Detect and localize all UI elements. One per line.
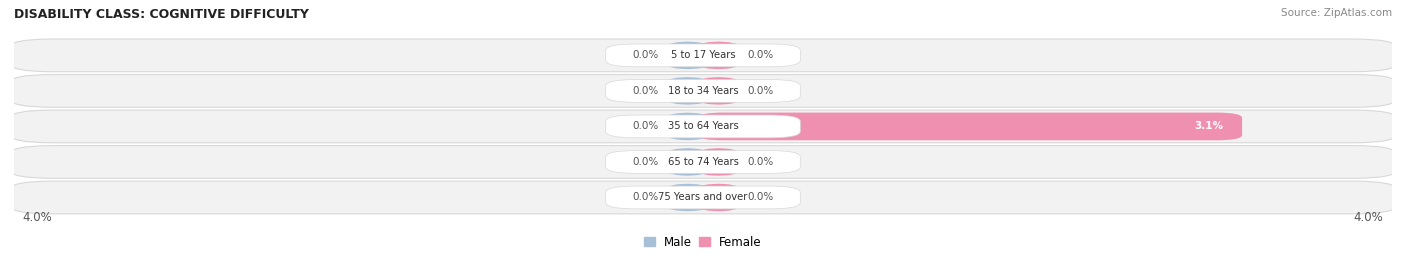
Text: DISABILITY CLASS: COGNITIVE DIFFICULTY: DISABILITY CLASS: COGNITIVE DIFFICULTY (14, 8, 309, 21)
FancyBboxPatch shape (606, 80, 800, 102)
Text: 4.0%: 4.0% (1354, 211, 1384, 224)
Text: Source: ZipAtlas.com: Source: ZipAtlas.com (1281, 8, 1392, 18)
Text: 0.0%: 0.0% (631, 86, 658, 96)
FancyBboxPatch shape (666, 184, 709, 211)
FancyBboxPatch shape (697, 77, 740, 105)
FancyBboxPatch shape (10, 181, 1396, 214)
Text: 4.0%: 4.0% (22, 211, 52, 224)
FancyBboxPatch shape (697, 112, 1241, 140)
FancyBboxPatch shape (666, 77, 709, 105)
Text: 3.1%: 3.1% (1194, 121, 1223, 132)
Text: 0.0%: 0.0% (748, 86, 775, 96)
FancyBboxPatch shape (10, 39, 1396, 72)
FancyBboxPatch shape (606, 44, 800, 67)
FancyBboxPatch shape (10, 146, 1396, 178)
Text: 0.0%: 0.0% (631, 50, 658, 60)
FancyBboxPatch shape (666, 41, 709, 69)
Legend: Male, Female: Male, Female (644, 236, 762, 249)
FancyBboxPatch shape (606, 186, 800, 209)
FancyBboxPatch shape (666, 112, 709, 140)
Text: 75 Years and over: 75 Years and over (658, 193, 748, 203)
FancyBboxPatch shape (666, 148, 709, 176)
Text: 0.0%: 0.0% (748, 157, 775, 167)
FancyBboxPatch shape (606, 151, 800, 173)
FancyBboxPatch shape (697, 148, 740, 176)
Text: 0.0%: 0.0% (631, 193, 658, 203)
Text: 0.0%: 0.0% (748, 50, 775, 60)
FancyBboxPatch shape (10, 110, 1396, 143)
Text: 0.0%: 0.0% (631, 157, 658, 167)
Text: 0.0%: 0.0% (748, 193, 775, 203)
Text: 65 to 74 Years: 65 to 74 Years (668, 157, 738, 167)
FancyBboxPatch shape (697, 41, 740, 69)
Text: 35 to 64 Years: 35 to 64 Years (668, 121, 738, 132)
FancyBboxPatch shape (697, 184, 740, 211)
Text: 5 to 17 Years: 5 to 17 Years (671, 50, 735, 60)
Text: 18 to 34 Years: 18 to 34 Years (668, 86, 738, 96)
FancyBboxPatch shape (10, 75, 1396, 107)
Text: 0.0%: 0.0% (631, 121, 658, 132)
FancyBboxPatch shape (606, 115, 800, 138)
